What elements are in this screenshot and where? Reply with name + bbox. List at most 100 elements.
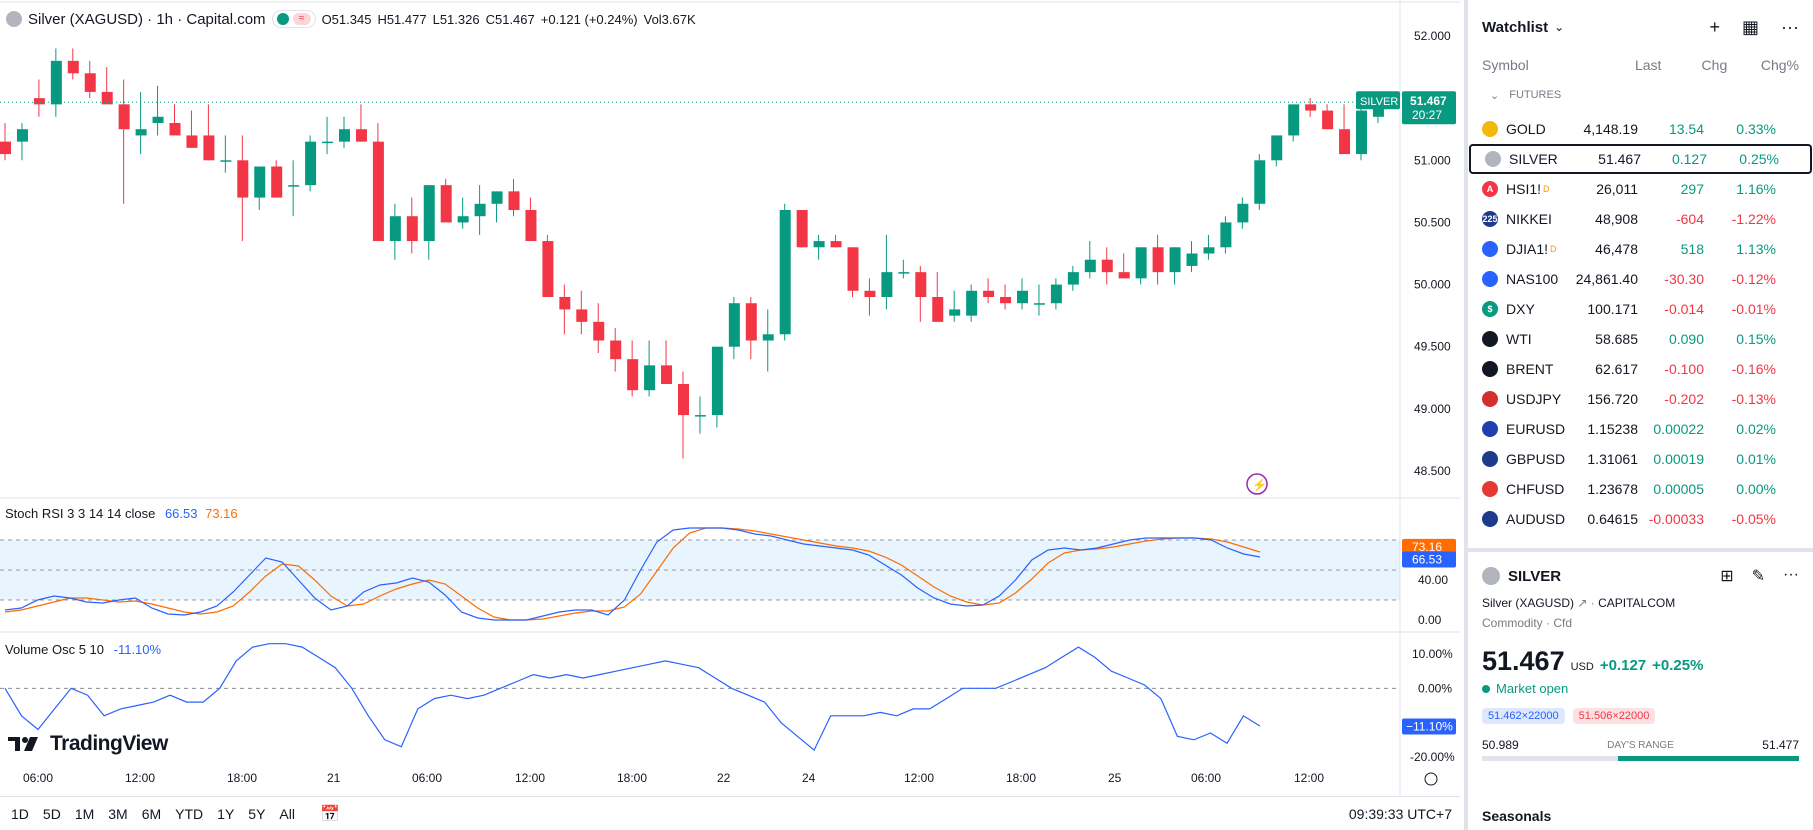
watchlist-symbol-cell: 225 NIKKEI	[1482, 211, 1568, 227]
watchlist-row-audusd[interactable]: AUDUSD 0.64615 -0.00033 -0.05%	[1468, 504, 1813, 534]
watchlist-row-wti[interactable]: WTI 58.685 0.090 0.15%	[1468, 324, 1813, 354]
chart-canvas[interactable]: 52.000 51.000 50.500 50.000 49.500 49.000 48.5…	[0, 0, 1460, 796]
range-3m-button[interactable]: 3M	[108, 805, 128, 822]
range-high: 51.477	[1762, 738, 1799, 752]
range-5y-button[interactable]: 5Y	[248, 805, 266, 822]
legend-close: C51.467	[485, 11, 535, 27]
watchlist-symbol: WTI	[1506, 331, 1532, 347]
volume-osc-legend[interactable]: Volume Osc 5 10 -11.10%	[5, 642, 161, 657]
watchlist-row-gbpusd[interactable]: GBPUSD 1.31061 0.00019 0.01%	[1468, 444, 1813, 474]
col-symbol[interactable]: Symbol	[1482, 57, 1529, 73]
candle-body	[305, 141, 317, 186]
tradingview-logo[interactable]: TradingView	[8, 732, 168, 756]
candle-body	[33, 98, 45, 105]
watchlist-row-eurusd[interactable]: EURUSD 1.15238 0.00022 0.02%	[1468, 414, 1813, 444]
chevron-down-icon[interactable]: ⌄	[1554, 20, 1565, 34]
watchlist-symbol-cell: DJIA1! D	[1482, 241, 1568, 257]
candle-body	[135, 129, 147, 136]
range-1d-button[interactable]: 1D	[11, 805, 29, 822]
range-bar	[1482, 756, 1799, 761]
candle-body	[1322, 110, 1334, 130]
watchlist-row-brent[interactable]: BRENT 62.617 -0.100 -0.16%	[1468, 354, 1813, 384]
price-axis-label: 52.000	[1414, 29, 1451, 43]
watchlist-symbol-cell: EURUSD	[1482, 421, 1568, 437]
watchlist-symbol: BRENT	[1506, 361, 1554, 377]
add-symbol-icon[interactable]: +	[1709, 16, 1720, 37]
range-all-button[interactable]: All	[279, 805, 295, 822]
candle-body	[1237, 203, 1249, 223]
stoch-d-line	[4, 527, 1261, 621]
watchlist-row-usdjpy[interactable]: USDJPY 156.720 -0.202 -0.13%	[1468, 384, 1813, 414]
col-chg-pct[interactable]: Chg%	[1760, 57, 1800, 73]
watchlist-row-silver[interactable]: SILVER 51.467 0.127 0.25%	[1469, 144, 1812, 174]
candle-body	[593, 321, 605, 341]
watchlist-row-nikkei[interactable]: 225 NIKKEI 48,908 -604 -1.22%	[1468, 204, 1813, 234]
watchlist-row-hsi1[interactable]: A HSI1! D 26,011 297 1.16%	[1468, 174, 1813, 204]
legend-title[interactable]: Silver (XAGUSD) · 1h · Capital.com	[28, 10, 266, 28]
watchlist-row-djia1[interactable]: DJIA1! D 46,478 518 1.13%	[1468, 234, 1813, 264]
lightning-icon	[1246, 473, 1268, 495]
stoch-d-tag-bg	[1402, 538, 1456, 555]
watchlist-chg: -0.014	[1664, 301, 1704, 317]
bid-ask: 51.462×22000 51.506×22000	[1482, 708, 1799, 724]
watchlist-chg: -0.00033	[1648, 511, 1704, 527]
stoch-rsi-legend[interactable]: Stoch RSI 3 3 14 14 close 66.53 73.16	[5, 506, 238, 521]
col-chg[interactable]: Chg	[1701, 57, 1728, 73]
range-5d-button[interactable]: 5D	[42, 805, 61, 822]
candle-body	[1135, 247, 1147, 279]
edit-icon[interactable]: ✎	[1751, 568, 1766, 585]
details-currency: USD	[1570, 661, 1594, 673]
candle-body	[84, 73, 96, 92]
vol-axis-label: -20.00%	[1410, 750, 1455, 764]
watchlist-symbol-cell: SILVER	[1485, 151, 1571, 167]
range-ytd-button[interactable]: YTD	[175, 805, 204, 822]
legend-status-pill[interactable]: ≈	[271, 10, 316, 28]
range-6m-button[interactable]: 6M	[141, 805, 162, 822]
time-axis-label: 12:00	[515, 771, 545, 785]
external-link-icon[interactable]: ↗ ·	[1577, 596, 1599, 610]
candle-body	[339, 129, 350, 142]
section-futures[interactable]: ⌄ FUTURES	[1468, 76, 1813, 114]
watchlist-row-gold[interactable]: GOLD 4,148.19 13.54 0.33%	[1468, 114, 1813, 144]
candle-body	[1203, 247, 1215, 254]
candle-body	[694, 415, 706, 417]
more-icon[interactable]: ···	[1783, 566, 1799, 583]
legend-change: +0.121 (+0.24%)	[540, 11, 638, 27]
watchlist-symbol-cell: CHFUSD	[1482, 481, 1568, 497]
symbol-icon	[1482, 451, 1498, 467]
watchlist-row-chfusd[interactable]: CHFUSD 1.23678 0.00005 0.00%	[1468, 474, 1813, 504]
candle-body	[830, 241, 842, 248]
range-1y-button[interactable]: 1Y	[217, 805, 235, 822]
grid-icon[interactable]: ⊞	[1720, 568, 1734, 585]
chart-area[interactable]: 52.000 51.000 50.500 50.000 49.500 49.000 48.5…	[0, 0, 1460, 830]
date-range-icon[interactable]: 📅	[319, 805, 340, 823]
more-icon[interactable]: ···	[1781, 16, 1799, 37]
candle-body	[474, 203, 486, 217]
range-1m-button[interactable]: 1M	[74, 805, 95, 822]
watchlist-last: 58.685	[1595, 331, 1638, 347]
watchlist-chg: -604	[1675, 211, 1704, 227]
watchlist-last: 100.171	[1587, 301, 1638, 317]
stoch-k-tag: 66.53	[1412, 552, 1442, 566]
watchlist-row-nas100[interactable]: NAS100 24,861.40 -30.30 -0.12%	[1468, 264, 1813, 294]
col-last[interactable]: Last	[1634, 57, 1662, 73]
market-status: Market open	[1482, 681, 1799, 696]
watchlist-symbol-cell: AUDUSD	[1482, 511, 1568, 527]
details-name[interactable]: Silver (XAGUSD)	[1482, 596, 1575, 610]
candle-body	[271, 166, 283, 198]
advanced-view-icon[interactable]: ▦	[1742, 16, 1760, 37]
seasonals-title[interactable]: Seasonals	[1482, 808, 1552, 824]
details-exchange[interactable]: CAPITALCOM	[1598, 596, 1676, 610]
candle-body	[1152, 247, 1164, 273]
watchlist-title[interactable]: Watchlist	[1482, 18, 1549, 36]
days-range: 50.989 DAY'S RANGE 51.477	[1482, 738, 1799, 752]
silver-icon	[6, 11, 22, 27]
time-axis-label: 06:00	[1191, 771, 1221, 785]
delayed-badge: D	[1550, 244, 1557, 254]
time-axis-label: 25	[1108, 771, 1122, 785]
candle-body	[237, 160, 249, 198]
clock[interactable]: 09:39:33 UTC+7	[1348, 805, 1452, 822]
watchlist-row-dxy[interactable]: $ DXY 100.171 -0.014 -0.01%	[1468, 294, 1813, 324]
volume-osc-label: Volume Osc 5 10	[5, 642, 104, 657]
candle-body	[983, 290, 995, 297]
